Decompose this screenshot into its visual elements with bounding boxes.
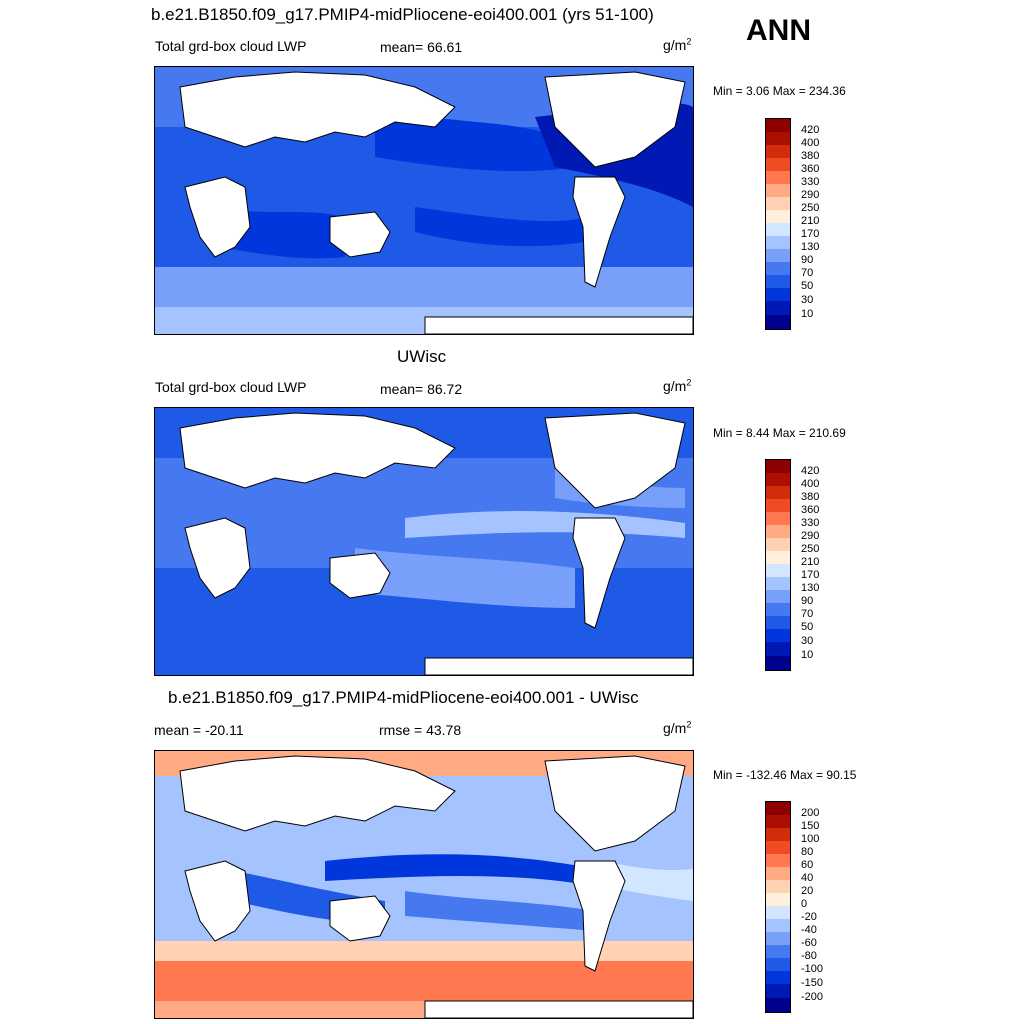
panel1-units: g/m2 — [663, 36, 692, 53]
colorbar-tick-label: 30 — [801, 294, 814, 306]
panel1-minmax: Min = 3.06 Max = 234.36 — [713, 84, 846, 98]
colorbar-tick-label: 330 — [801, 517, 820, 529]
colorbar-tick-label: 360 — [801, 163, 820, 175]
panel2-colorbar — [765, 459, 791, 671]
colorbar-tick-label: 170 — [801, 228, 820, 240]
colorbar-tick-label: 100 — [801, 833, 820, 845]
colorbar-tick-label: 250 — [801, 543, 820, 555]
colorbar-tick-label: 90 — [801, 595, 814, 607]
panel3-mean: mean = -20.11 — [154, 722, 244, 738]
colorbar-tick-label: -40 — [801, 924, 817, 936]
colorbar-tick-label: 40 — [801, 872, 814, 884]
panel2-units: g/m2 — [663, 377, 692, 394]
colorbar-tick-label: 170 — [801, 569, 820, 581]
colorbar-tick-label: -20 — [801, 911, 817, 923]
panel2-title: UWisc — [397, 347, 447, 366]
panel1-title: b.e21.B1850.f09_g17.PMIP4-midPliocene-eo… — [151, 5, 654, 24]
colorbar-tick-label: 330 — [801, 176, 820, 188]
season-label: ANN — [746, 14, 811, 47]
panel3-colorbar — [765, 801, 791, 1013]
colorbar-tick-label: 360 — [801, 504, 820, 516]
colorbar-tick-label: -150 — [801, 977, 824, 989]
panel3-units: g/m2 — [663, 719, 692, 736]
panel1-map — [154, 66, 694, 335]
panel1-mean: mean= 66.61 — [380, 39, 463, 55]
colorbar-tick-label: 80 — [801, 846, 814, 858]
colorbar-tick-label: 250 — [801, 202, 820, 214]
colorbar-tick-label: 290 — [801, 530, 820, 542]
colorbar-tick-label: 420 — [801, 124, 820, 136]
panel1-field-name: Total grd-box cloud LWP — [155, 38, 307, 54]
colorbar-tick-label: 50 — [801, 280, 814, 292]
colorbar-tick-label: 150 — [801, 820, 820, 832]
panel2-mean: mean= 86.72 — [380, 381, 463, 397]
colorbar-tick-label: 130 — [801, 241, 820, 253]
colorbar-tick-label: 70 — [801, 608, 814, 620]
panel2-map — [154, 407, 694, 676]
panel2-minmax: Min = 8.44 Max = 210.69 — [713, 426, 846, 440]
panel3-rmse: rmse = 43.78 — [379, 722, 462, 738]
colorbar-tick-label: 10 — [801, 308, 814, 320]
colorbar-tick-label: -80 — [801, 950, 817, 962]
colorbar-tick-label: 30 — [801, 635, 814, 647]
colorbar-tick-label: 210 — [801, 556, 820, 568]
colorbar-tick-label: 60 — [801, 859, 814, 871]
panel3-minmax: Min = -132.46 Max = 90.15 — [713, 768, 857, 782]
colorbar-tick-label: 130 — [801, 582, 820, 594]
panel3-map — [154, 750, 694, 1019]
colorbar-tick-label: 420 — [801, 465, 820, 477]
colorbar-tick-label: 90 — [801, 254, 814, 266]
colorbar-tick-label: -100 — [801, 963, 824, 975]
colorbar-tick-label: 380 — [801, 491, 820, 503]
colorbar-tick-label: 0 — [801, 898, 808, 910]
colorbar-tick-label: 380 — [801, 150, 820, 162]
panel3-title: b.e21.B1850.f09_g17.PMIP4-midPliocene-eo… — [168, 688, 639, 707]
panel2-field-name: Total grd-box cloud LWP — [155, 379, 307, 395]
colorbar-tick-label: 290 — [801, 189, 820, 201]
colorbar-tick-label: 400 — [801, 137, 820, 149]
colorbar-tick-label: 70 — [801, 267, 814, 279]
colorbar-tick-label: 200 — [801, 807, 820, 819]
colorbar-tick-label: 400 — [801, 478, 820, 490]
colorbar-tick-label: -60 — [801, 937, 817, 949]
colorbar-tick-label: 210 — [801, 215, 820, 227]
colorbar-tick-label: 10 — [801, 649, 814, 661]
colorbar-tick-label: 20 — [801, 885, 814, 897]
colorbar-tick-label: -200 — [801, 991, 824, 1003]
panel1-colorbar — [765, 118, 791, 330]
colorbar-tick-label: 50 — [801, 621, 814, 633]
